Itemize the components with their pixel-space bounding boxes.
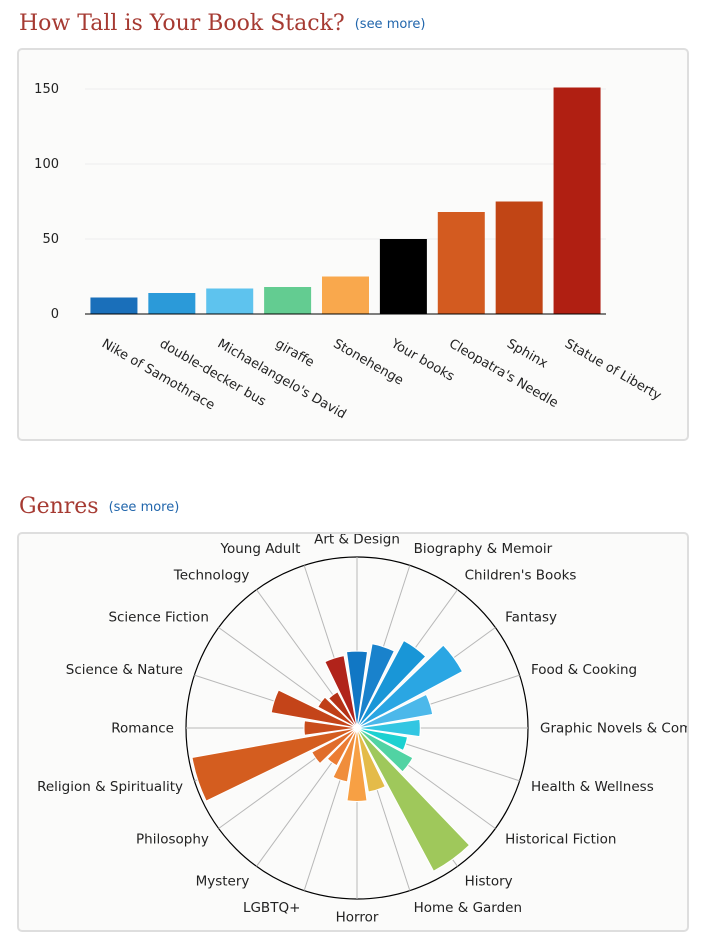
genre-label-technology: Technology	[173, 568, 250, 584]
genre-label-biography-memoir: Biography & Memoir	[414, 541, 553, 557]
genre-label-science-fiction: Science Fiction	[108, 609, 208, 625]
genre-bar-home-garden	[356, 727, 386, 793]
genre-label-graphic-novels-comics: Graphic Novels & Comics	[540, 721, 687, 737]
genre-bar-food-cooking	[356, 693, 434, 729]
genre-bar-philosophy	[311, 727, 358, 765]
bar-cleopatra-s-needle	[437, 212, 485, 314]
genre-label-health-wellness: Health & Wellness	[531, 779, 654, 795]
genre-bar-mystery	[326, 727, 358, 767]
bar-stonehenge	[322, 276, 369, 314]
genre-bar-history	[356, 727, 471, 872]
bar-michaelangelo-s-david	[206, 288, 254, 314]
genre-bar-children-s-books	[356, 639, 427, 729]
genre-label-history: History	[465, 873, 513, 889]
genre-bar-fantasy	[356, 644, 464, 729]
genre-label-romance: Romance	[111, 721, 174, 737]
stack-section-title: How Tall is Your Book Stack? (see more)	[19, 11, 425, 36]
bar-statue-of-liberty	[553, 87, 601, 314]
bar-nike-of-samothrace	[90, 297, 138, 314]
bar-your-books	[379, 239, 427, 314]
genre-bar-young-adult	[324, 655, 358, 729]
genre-label-science-nature: Science & Nature	[66, 662, 183, 678]
stack-see-more-link[interactable]: (see more)	[354, 17, 426, 32]
y-tick-label: 150	[34, 82, 59, 97]
stack-title-text: How Tall is Your Book Stack?	[19, 11, 345, 36]
genre-label-fantasy: Fantasy	[505, 609, 557, 625]
genres-chart-panel: Art & Design Biography & Memoir Children's…	[17, 532, 689, 932]
bar-double-decker-bus	[148, 293, 196, 314]
x-tick-label: giraffe	[273, 336, 317, 370]
bar-sphinx	[495, 201, 543, 314]
genre-label-historical-fiction: Historical Fiction	[505, 832, 616, 848]
y-tick-label: 0	[51, 307, 59, 322]
genres-see-more-link[interactable]: (see more)	[108, 500, 180, 515]
genre-label-philosophy: Philosophy	[136, 832, 209, 848]
genres-title-text: Genres	[19, 494, 99, 519]
y-tick-label: 100	[34, 157, 59, 172]
genre-bar-science-fiction	[317, 696, 358, 729]
genre-label-young-adult: Young Adult	[220, 541, 301, 557]
genre-bar-religion-spirituality	[191, 727, 358, 802]
genre-label-home-garden: Home & Garden	[414, 900, 522, 916]
x-tick-label: Cleopatra's Needle	[446, 336, 560, 411]
genre-bar-horror	[346, 727, 368, 802]
genre-bar-graphic-novels-comics	[356, 718, 421, 738]
genre-label-food-cooking: Food & Cooking	[531, 662, 637, 678]
genre-bar-technology	[327, 691, 358, 729]
genre-bar-historical-fiction	[356, 727, 414, 773]
genre-label-lgbtq: LGBTQ+	[243, 900, 300, 916]
genre-bar-science-nature	[270, 689, 358, 729]
genre-bar-art-design	[345, 650, 369, 729]
y-tick-label: 50	[42, 232, 59, 247]
genre-bar-biography-memoir	[356, 643, 395, 729]
genre-label-children-s-books: Children's Books	[465, 568, 577, 584]
genre-bar-romance	[303, 720, 358, 736]
genres-polar-chart: Art & Design Biography & Memoir Children's…	[37, 534, 687, 926]
genre-label-art-design: Art & Design	[314, 534, 400, 548]
x-tick-label: Statue of Liberty	[562, 336, 664, 403]
bar-giraffe	[264, 287, 312, 314]
genre-label-mystery: Mystery	[196, 873, 250, 889]
book-stack-chart-panel: 0 50 100 150 Nike of Samothrace double-decker…	[17, 48, 689, 441]
genres-section-title: Genres (see more)	[19, 494, 179, 519]
x-tick-label: Sphinx	[504, 336, 550, 371]
genre-label-religion-spirituality: Religion & Spirituality	[37, 779, 183, 795]
genre-bar-health-wellness	[356, 727, 409, 752]
genre-bar-lgbtq	[332, 727, 358, 783]
